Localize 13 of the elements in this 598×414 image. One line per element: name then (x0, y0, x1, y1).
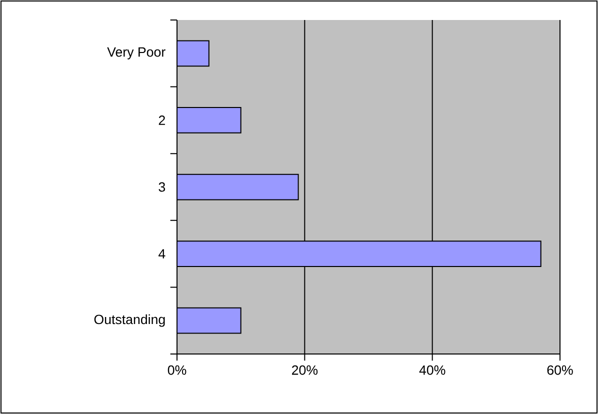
y-tick-label: Outstanding (94, 314, 165, 327)
x-tick-label: 20% (292, 365, 318, 375)
x-tick-label: 40% (419, 365, 446, 375)
bar (176, 174, 299, 200)
y-tick-label: 4 (158, 249, 166, 258)
bar (176, 307, 242, 334)
y-tick-label: 3 (158, 182, 166, 192)
y-tick-label: 2 (158, 116, 165, 125)
y-tick-label: Very Poor (107, 47, 166, 60)
bar (176, 40, 210, 67)
x-tick-label: 0% (168, 365, 186, 375)
bar (176, 107, 242, 134)
x-tick-label: 60% (547, 365, 573, 375)
